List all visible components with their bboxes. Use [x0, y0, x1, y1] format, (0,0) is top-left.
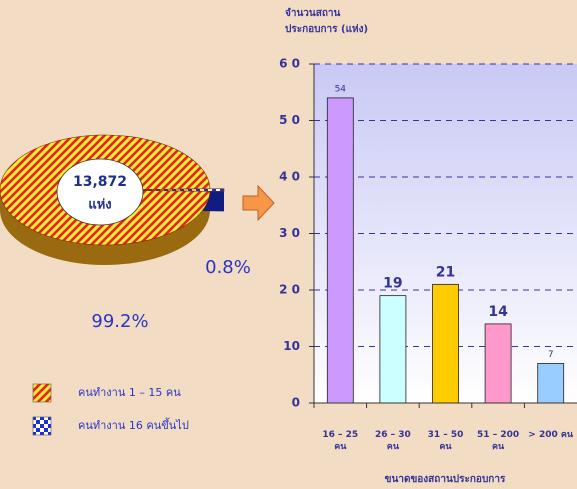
y-tick-label: 6 0 [279, 57, 300, 71]
bar [537, 363, 565, 404]
center-label: แห่ง [88, 198, 111, 213]
center-label: 13,872 [73, 174, 127, 190]
data-label: 7 [548, 350, 554, 360]
x-tick-label: 31 – 50 คน [427, 430, 464, 452]
bar [432, 283, 459, 404]
bar [484, 323, 512, 404]
y-tick-label: 0 [292, 396, 300, 410]
x-tick-label: > 200 คน [528, 430, 574, 440]
pie-slice [0, 134, 211, 246]
data-label: 0.8% [205, 257, 251, 278]
y-tick-label: 3 0 [279, 226, 300, 240]
bar [326, 97, 354, 404]
x-tick-label: 51 – 200 คน [477, 430, 520, 452]
y-tick-label: 2 0 [279, 283, 300, 297]
bar [379, 295, 407, 404]
x-tick-label: 16 – 25 คน [322, 430, 359, 452]
y-tick-label: 10 [283, 339, 300, 353]
legend-label: คนทำงาน 16 คนขึ้นไป [78, 417, 189, 432]
data-label: 21 [436, 264, 455, 280]
center-label-bg [56, 158, 144, 226]
data-label: 99.2% [91, 311, 148, 332]
pie-slice [118, 188, 225, 192]
y-tick-label: 4 0 [279, 170, 300, 184]
y-axis-title: จำนวนสถาน [285, 7, 341, 19]
legend-swatch [32, 416, 52, 436]
data-label: 19 [383, 276, 402, 292]
arrow [242, 184, 275, 222]
data-label: 14 [488, 304, 508, 320]
legend-label: คนทำงาน 1 – 15 คน [78, 386, 181, 399]
data-label: 54 [335, 84, 347, 94]
x-tick-label: 26 – 30 คน [374, 430, 411, 452]
y-axis-title: ประกอบการ (แห่ง) [285, 23, 368, 35]
y-tick-label: 5 0 [279, 113, 300, 127]
legend-swatch [32, 383, 52, 403]
x-axis-title: ขนาดของสถานประกอบการ [385, 473, 506, 485]
